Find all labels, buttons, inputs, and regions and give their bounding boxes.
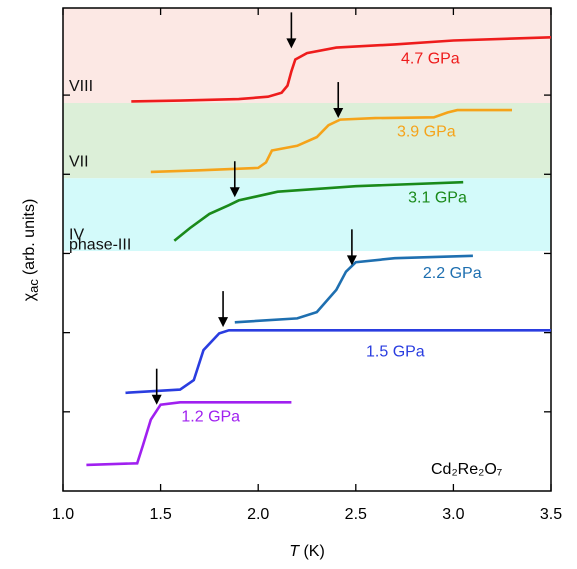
- data-line: [125, 329, 551, 395]
- phase-label: IV: [69, 226, 84, 243]
- x-tick-label: 1.5: [149, 506, 171, 523]
- arrow-head: [151, 394, 162, 405]
- x-tick-label: 2.5: [345, 506, 367, 523]
- phase-label: VIII: [69, 78, 93, 95]
- y-unit: (arb. units): [21, 199, 38, 275]
- series-label: 3.9 GPa: [397, 123, 456, 140]
- data-line: [173, 180, 464, 242]
- phase-region: [63, 8, 551, 104]
- y-symbol: χ: [21, 292, 38, 301]
- x-unit: (K): [303, 543, 324, 560]
- x-symbol: T: [289, 543, 300, 560]
- arrow-head: [333, 108, 344, 119]
- x-tick-label: 1.0: [52, 506, 74, 523]
- x-axis-label: T (K): [289, 543, 325, 560]
- series-label: 3.1 GPa: [408, 189, 467, 206]
- phase-label: VII: [69, 153, 89, 170]
- series-label: 1.2 GPa: [181, 409, 240, 426]
- data-line: [150, 108, 512, 174]
- data-line: [131, 36, 552, 103]
- data-line: [86, 401, 292, 467]
- y-axis-label: χac (arb. units): [21, 199, 41, 302]
- plot-frame: [62, 7, 552, 492]
- data-line: [234, 254, 473, 324]
- series-label: 2.2 GPa: [423, 265, 482, 282]
- phase-label: phase-III: [69, 237, 131, 254]
- x-tick-label: 3.0: [442, 506, 464, 523]
- compound-label: Cd₂Re₂O₇: [431, 461, 502, 478]
- arrow-head: [229, 187, 240, 198]
- arrow-head: [218, 317, 229, 328]
- phase-region: [63, 251, 551, 262]
- y-subscript: ac: [26, 279, 41, 293]
- series-label: 1.5 GPa: [366, 343, 425, 360]
- series-label: 4.7 GPa: [401, 51, 460, 68]
- plot-layer: 1.0 1.5 2.0 2.5 3.0 3.5 4.7 GPa 3.9 GPa 3.1 GPa 2…: [52, 7, 562, 523]
- arrow-head: [286, 38, 297, 49]
- arrow-head: [346, 255, 357, 266]
- x-tick-label: 3.5: [540, 506, 562, 523]
- x-tick-label: 2.0: [247, 506, 269, 523]
